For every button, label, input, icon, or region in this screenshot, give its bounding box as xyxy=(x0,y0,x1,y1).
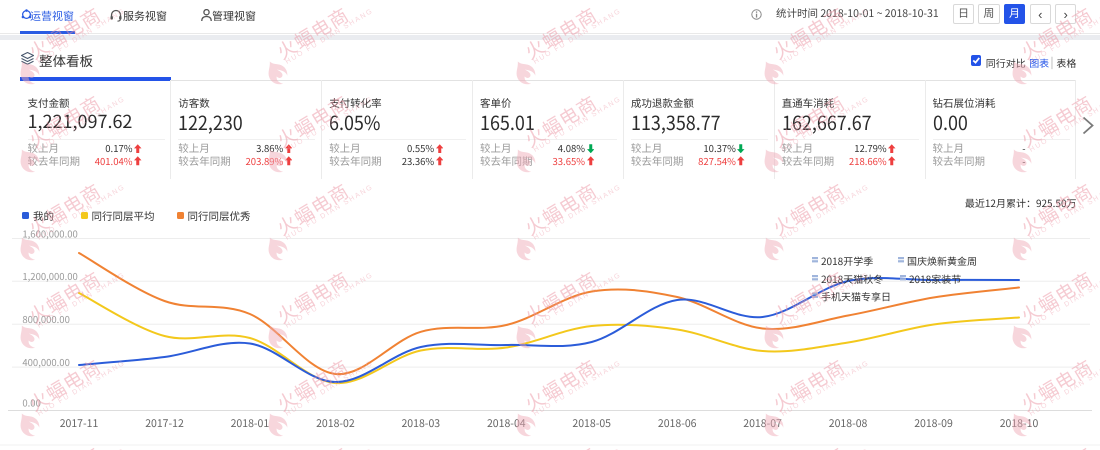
svg-text:1,200,000.00: 1,200,000.00 xyxy=(22,269,77,283)
svg-text:2018-09: 2018-09 xyxy=(914,416,953,431)
svg-text:2018-10: 2018-10 xyxy=(1000,416,1039,431)
svg-text:2018-04: 2018-04 xyxy=(487,416,526,431)
svg-text:2018-08: 2018-08 xyxy=(829,416,868,431)
svg-text:2018-06: 2018-06 xyxy=(658,416,697,431)
svg-text:2017-11: 2017-11 xyxy=(60,416,99,431)
svg-text:800,000.00: 800,000.00 xyxy=(22,312,69,326)
svg-text:0.00: 0.00 xyxy=(22,395,40,409)
svg-text:2017-12: 2017-12 xyxy=(145,416,184,431)
svg-text:2018-01: 2018-01 xyxy=(231,416,270,431)
svg-text:2018-02: 2018-02 xyxy=(316,416,355,431)
svg-text:2018-05: 2018-05 xyxy=(572,416,611,431)
svg-text:2018-07: 2018-07 xyxy=(743,416,782,431)
svg-text:2018家装节: 2018家装节 xyxy=(909,271,961,286)
svg-text:2018-03: 2018-03 xyxy=(401,416,440,431)
svg-text:1,600,000.00: 1,600,000.00 xyxy=(22,226,77,240)
svg-text:手机天猫专享日: 手机天猫专享日 xyxy=(821,289,891,304)
svg-text:400,000.00: 400,000.00 xyxy=(22,355,69,369)
svg-text:2018开学季: 2018开学季 xyxy=(821,253,873,268)
svg-text:国庆焕新黄金周: 国庆焕新黄金周 xyxy=(907,253,977,268)
svg-text:2018天猫秋冬: 2018天猫秋冬 xyxy=(821,271,883,286)
